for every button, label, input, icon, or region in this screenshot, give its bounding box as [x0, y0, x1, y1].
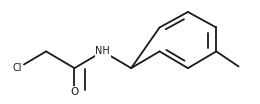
Text: O: O	[70, 87, 79, 97]
Text: Cl: Cl	[13, 63, 22, 73]
Text: NH: NH	[95, 46, 110, 56]
